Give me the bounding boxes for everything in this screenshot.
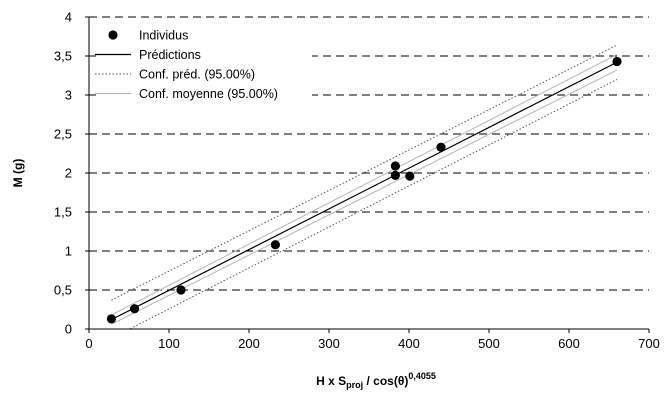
data-point-8 (612, 56, 622, 67)
y-tick-label-7: 3,5 (54, 49, 72, 64)
regression-lines (111, 44, 618, 329)
x-tick-label-0: 0 (85, 336, 92, 351)
y-axis-label: M (g) (11, 159, 25, 188)
legend-swatch-points (108, 30, 118, 40)
line-conf-pred-lower (128, 78, 618, 329)
legend-label-pred: Prédictions (139, 48, 201, 62)
y-tick-label-6: 3 (65, 88, 72, 103)
y-tick-label-2: 1 (65, 244, 72, 259)
data-point-6 (405, 171, 415, 181)
x-tick-label-6: 600 (558, 336, 580, 351)
y-tick-label-8: 4 (65, 10, 72, 25)
data-point-7 (436, 142, 446, 152)
data-point-0 (106, 314, 116, 324)
legend-background (96, 24, 312, 114)
data-point-5 (390, 161, 400, 171)
x-tick-label-7: 700 (638, 336, 660, 351)
y-tick-label-0: 0 (65, 322, 72, 337)
data-point-1 (130, 304, 140, 314)
data-point-3 (270, 240, 280, 250)
x-tick-label-3: 300 (318, 336, 340, 351)
legend: Individus Prédictions Conf. préd. (95.00%)… (95, 24, 312, 114)
x-axis-label-main: H x S (316, 374, 346, 388)
data-point-2 (176, 285, 186, 295)
data-points (106, 56, 622, 324)
legend-label-conf-pred: Conf. préd. (95.00%) (139, 68, 255, 82)
x-tick-label-2: 200 (238, 336, 260, 351)
line-conf-mean-lower (111, 69, 618, 325)
x-axis-label-superscript: 0,4055 (408, 371, 436, 381)
legend-label-conf-mean: Conf. moyenne (95.00%) (139, 87, 278, 101)
x-axis-label: H x Sproj / cos(θ)0,4055 (316, 371, 436, 390)
x-tick-label-5: 500 (478, 336, 500, 351)
y-tick-label-5: 2,5 (54, 127, 72, 142)
legend-label-points: Individus (139, 29, 188, 43)
x-tick-label-4: 400 (398, 336, 420, 351)
data-point-4 (390, 170, 400, 180)
y-tick-label-1: 0,5 (54, 283, 72, 298)
y-tick-label-4: 2 (65, 166, 72, 181)
line-conf-mean-upper (111, 53, 618, 316)
tick-labels: 0 100 200 300 400 500 600 700 0 0,5 1 1,5 2 2,5 3 3,5 4 (54, 10, 660, 352)
x-tick-label-1: 100 (158, 336, 180, 351)
line-pred (111, 61, 618, 321)
y-tick-label-3: 1,5 (54, 205, 72, 220)
x-axis-label-middle: / cos(θ) (363, 374, 408, 388)
x-axis-label-subscript: proj (346, 380, 363, 390)
